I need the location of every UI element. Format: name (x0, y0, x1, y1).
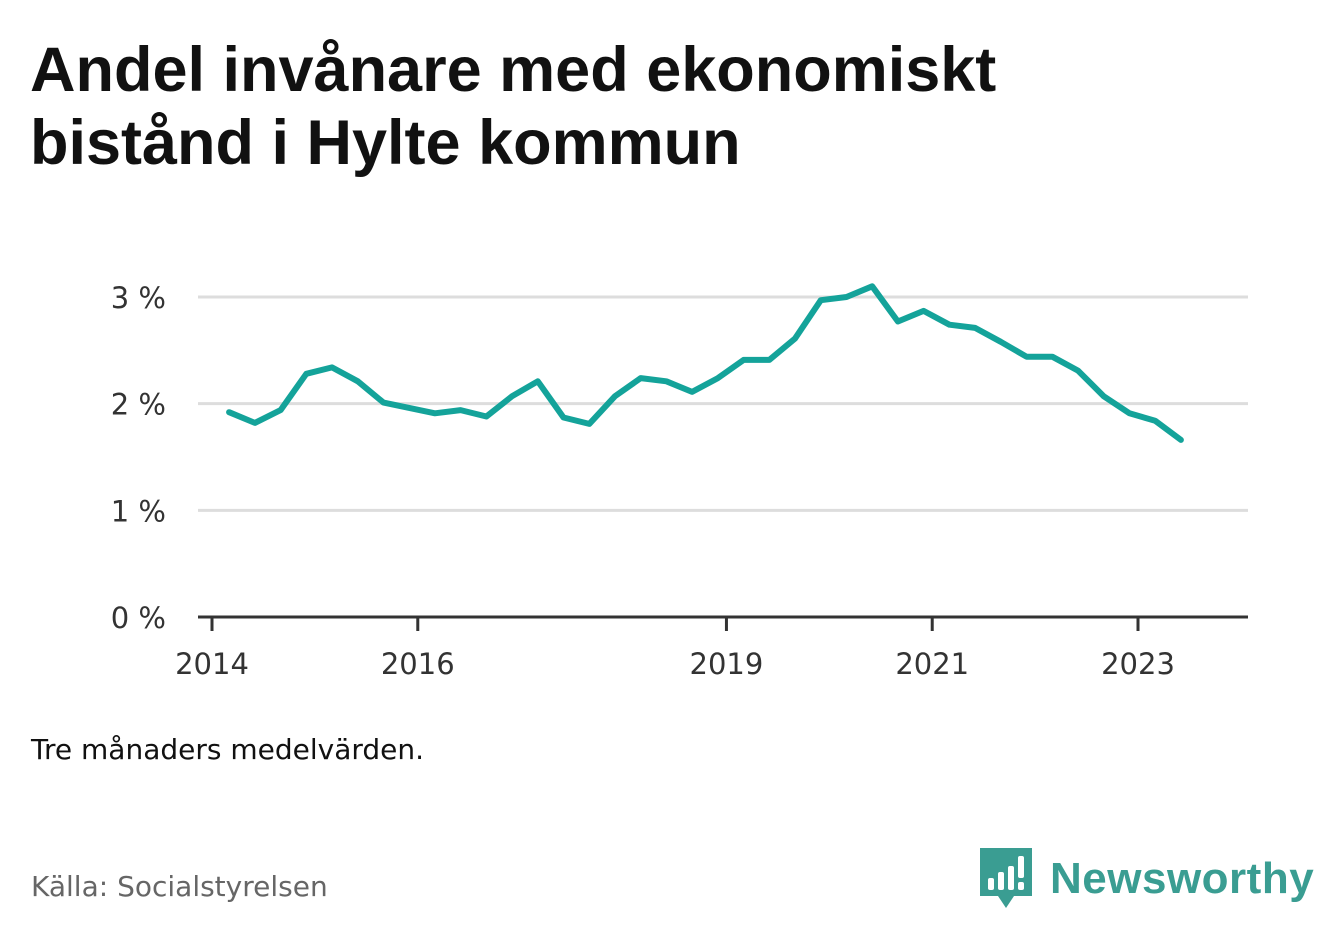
chart-source: Källa: Socialstyrelsen (31, 870, 328, 903)
x-tick-label: 2016 (381, 647, 455, 681)
chart-note: Tre månaders medelvärden. (31, 733, 425, 766)
x-tick-label: 2014 (175, 647, 249, 681)
brand-name: Newsworthy (1050, 854, 1315, 903)
x-tick-label: 2023 (1101, 647, 1175, 681)
newsworthy-logo-icon (980, 848, 1032, 908)
chart-title: Andel invånare med ekonomiskt bistånd i … (30, 35, 997, 178)
y-tick-label: 0 % (111, 601, 166, 635)
series-line (226, 283, 1184, 443)
x-tick-label: 2019 (690, 647, 764, 681)
x-tick-label: 2021 (895, 647, 969, 681)
y-tick-label: 3 % (111, 281, 166, 315)
y-tick-label: 2 % (111, 388, 166, 422)
line-chart: 0 % 1 % 2 % 3 % 2014 2016 2019 2021 2023 (111, 281, 1248, 681)
brand-logo: Newsworthy (980, 848, 1314, 910)
y-tick-label: 1 % (111, 494, 166, 528)
